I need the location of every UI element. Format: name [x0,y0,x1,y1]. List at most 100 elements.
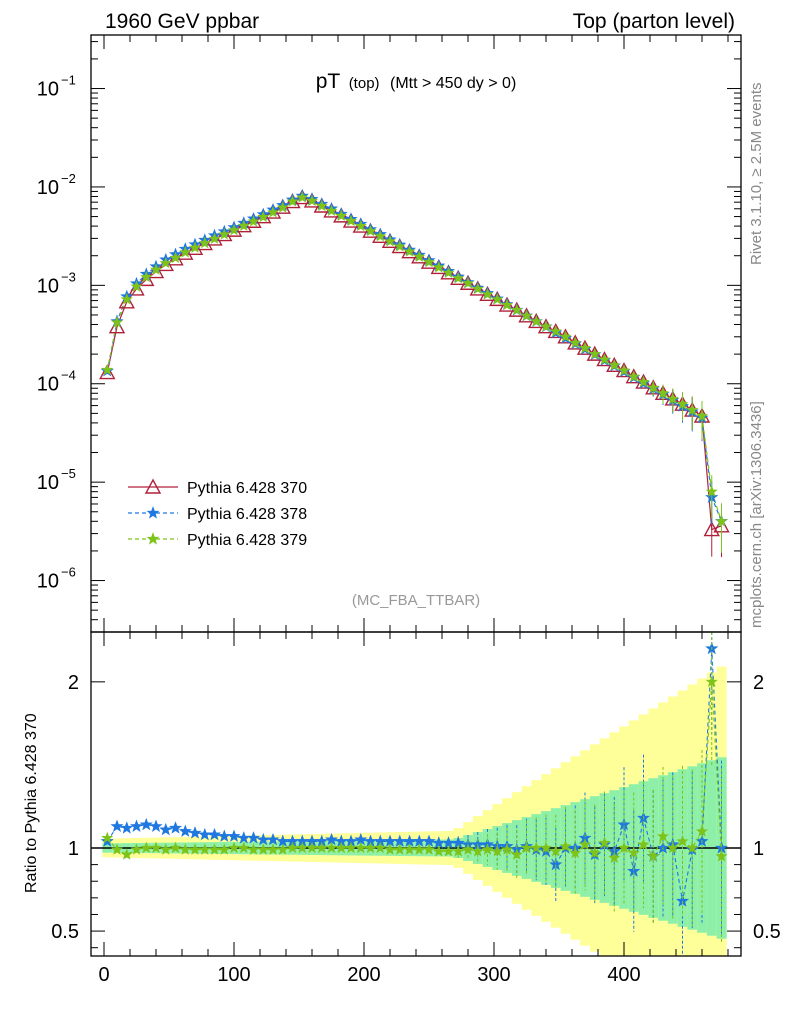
data-point-379 [208,232,221,245]
data-point-379 [227,223,241,236]
data-point-379 [188,241,202,253]
legend-marker-378 [146,506,160,519]
data-point-379 [432,261,445,273]
data-point-379 [179,246,192,258]
data-point-379 [452,271,465,284]
ratio-point-379 [676,835,689,847]
ratio-point-379 [461,843,475,855]
data-point-379 [422,255,436,268]
ratio-point-379 [481,843,494,855]
ratio-point-379 [491,844,504,857]
data-point-379 [364,224,377,237]
header-left: 1960 GeV ppbar [105,10,259,33]
ratio-point-379 [422,843,436,855]
data-point-379 [549,325,562,337]
ratio-point-379 [686,841,699,854]
ratio-point-378 [266,832,280,846]
x-tick-label: 400 [607,964,640,986]
ratio-ylabel: Ratio to Pythia 6.428 370 [23,713,40,893]
data-point-379 [442,266,455,279]
main-axis-ticks: 10−610−510−410−310−210−1 [37,35,741,633]
ratio-y-tick-label: 2 [68,672,79,694]
data-point-379 [218,228,231,240]
ratio-point-379 [578,838,592,850]
ratio-point-379 [559,839,572,852]
ratio-point-379 [627,846,640,859]
data-point-379 [101,363,114,376]
ratio-point-379 [149,841,163,854]
data-point-379 [315,199,328,212]
data-point-379 [676,397,689,410]
ratio-axis-ticks: 0.5 0.5 1 1 2 2 0 100 200 300 400 [51,632,781,986]
ratio-point-378 [110,819,124,833]
data-point-379 [413,250,426,263]
ratio-y-tick-label: 0.5 [51,921,79,943]
data-point-379 [500,298,514,311]
ratio-y-tick-label-right: 0.5 [753,921,781,943]
data-point-379 [296,191,309,203]
y-tick-label: 10 [37,374,59,396]
y-tick-label: 10 [37,79,59,101]
ratio-y-tick-label-right: 1 [753,838,764,860]
series-line-1 [106,195,723,522]
data-point-379 [266,206,280,218]
data-point-379 [140,270,153,283]
ratio-point-379 [130,843,143,855]
ratio-point-379 [354,841,367,854]
ratio-line-1 [106,681,723,859]
y-tick-label: 10 [37,571,59,593]
x-tick-label: 200 [347,964,380,986]
data-point-379 [286,195,299,207]
ratio-point-379 [598,836,611,849]
ratio-point-379 [530,841,543,854]
data-point-379 [169,251,182,264]
ratio-point-378 [129,819,144,833]
ratio-line-0 [106,648,723,902]
ratio-point-379 [169,841,182,854]
ratio-point-378 [120,821,134,834]
ratio-point-379 [588,846,601,859]
y-tick-label: 10 [37,472,59,494]
ratio-point-379 [179,843,192,855]
ratio-point-379 [637,838,650,850]
ratio-point-379 [393,843,406,855]
ratio-point-379 [110,843,124,855]
ratio-series [100,632,729,956]
data-point-379 [559,330,572,342]
data-point-379 [393,240,406,252]
data-point-379 [666,392,679,405]
legend-item-379: Pythia 6.428 379 [128,532,307,549]
ratio-point-379 [666,841,679,854]
data-point-379 [335,209,348,222]
legend: Pythia 6.428 370 Pythia 6.428 378 Pythia… [128,478,307,549]
data-point-379 [588,347,601,360]
data-point-379 [374,229,387,242]
ratio-point-379 [569,846,582,859]
data-point-379 [530,315,543,327]
ratio-point-379 [276,843,289,855]
ratio-point-378 [149,819,163,833]
y-tick-label: 10 [37,177,59,199]
data-point-379 [520,309,533,322]
data-point-379 [627,370,640,382]
ratio-y-tick-label: 1 [68,838,79,860]
legend-label-378: Pythia 6.428 378 [187,506,307,523]
y-tick-exponent: −6 [61,565,76,580]
header-right: Top (parton level) [573,10,735,33]
data-point-379 [705,485,718,497]
ratio-point-379 [335,841,348,854]
legend-label-379: Pythia 6.428 379 [187,532,307,549]
main-plot: 10−610−510−410−310−210−1 pT (top) (Mtt >… [37,34,742,633]
ratio-point-378 [139,817,153,831]
data-point-379 [130,280,143,292]
data-point-379 [403,245,416,257]
mcplots-label: mcplots.cern.ch [arXiv:1306.3436] [748,401,765,628]
data-point-379 [354,219,367,232]
ratio-point-378 [207,827,222,841]
data-point-379 [510,303,523,316]
data-point-379 [569,336,582,349]
ratio-point-378 [227,829,241,842]
ratio-point-378 [159,822,173,836]
ratio-point-379 [539,841,553,854]
ratio-point-379 [608,851,621,864]
